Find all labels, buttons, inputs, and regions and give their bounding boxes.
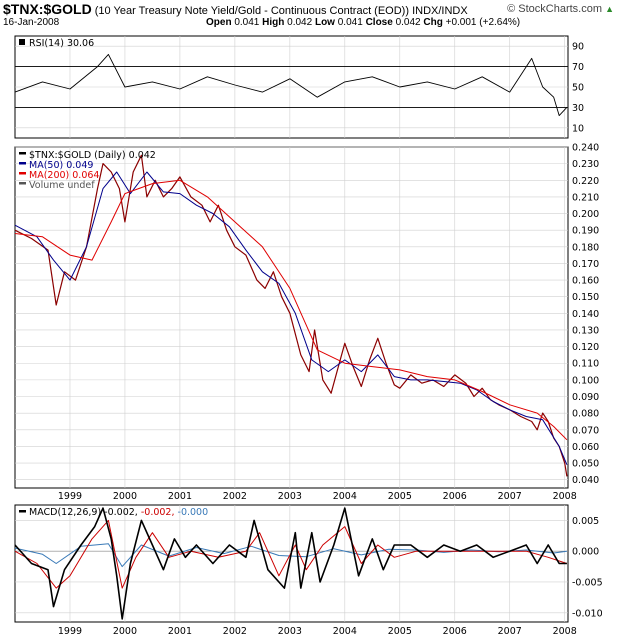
- macd-legend-part: -0.002,: [141, 507, 178, 518]
- rsi-y-tick-label: 90: [572, 42, 584, 53]
- macd-y-tick-label: -0.005: [572, 577, 603, 588]
- macd-x-tick-label: 2001: [168, 626, 192, 637]
- price-y-tick-label: 0.170: [572, 259, 599, 270]
- price-x-tick-label: 2007: [498, 491, 522, 502]
- price-y-tick-label: 0.140: [572, 309, 599, 320]
- macd-y-tick-label: 0.005: [572, 516, 599, 527]
- macd-legend-part: -0.000: [178, 507, 209, 518]
- macd-signal-line: [14, 519, 568, 589]
- rsi-y-tick-label: 70: [572, 62, 584, 73]
- macd-legend-part: MACD(12,26,9): [29, 507, 104, 518]
- open-label: Open: [206, 17, 232, 28]
- price-y-tick-label: 0.240: [572, 143, 599, 154]
- chart-title: $TNX:$GOLD (10 Year Treasury Note Yield/…: [3, 1, 468, 17]
- ma50-line: [14, 171, 568, 465]
- macd-legend: MACD(12,26,9) -0.002, -0.002, -0.000: [29, 507, 208, 518]
- price-legend-swatch: [19, 172, 26, 175]
- low-value: 0.041: [337, 17, 363, 28]
- price-y-tick-label: 0.180: [572, 242, 599, 253]
- price-y-tick-label: 0.110: [572, 359, 599, 370]
- price-x-tick-label: 1999: [58, 491, 82, 502]
- price-y-tick-label: 0.160: [572, 276, 599, 287]
- price-y-tick-label: 0.120: [572, 342, 599, 353]
- rsi-y-tick-label: 50: [572, 83, 584, 94]
- price-y-tick-label: 0.130: [572, 325, 599, 336]
- price-legend-entry: MA(50) 0.049: [29, 160, 93, 171]
- price-legend-entry: $TNX:$GOLD (Daily) 0.042: [29, 150, 156, 161]
- macd-panel-frame: [14, 504, 569, 623]
- rsi-line: [14, 53, 568, 117]
- price-x-tick-label: 2006: [443, 491, 467, 502]
- price-y-tick-label: 0.060: [572, 442, 599, 453]
- macd-x-tick-label: 2007: [498, 626, 522, 637]
- price-y-tick-label: 0.200: [572, 209, 599, 220]
- ma200-line: [14, 179, 568, 441]
- price-y-tick-label: 0.070: [572, 425, 599, 436]
- macd-x-tick-label: 2005: [388, 626, 412, 637]
- price-legend-swatch: [19, 182, 26, 185]
- price-x-tick-label: 2001: [168, 491, 192, 502]
- price-x-tick-label: 2005: [388, 491, 412, 502]
- rsi-legend: RSI(14) 30.06: [29, 38, 94, 49]
- price-legend-swatch: [19, 162, 26, 165]
- price-y-tick-label: 0.150: [572, 292, 599, 303]
- rsi-y-tick-label: 10: [572, 123, 584, 134]
- open-value: 0.041: [234, 17, 260, 28]
- chg-label: Chg: [423, 17, 443, 28]
- price-y-tick-label: 0.080: [572, 409, 599, 420]
- low-label: Low: [314, 17, 335, 28]
- stockcharts-credit[interactable]: © StockCharts.com ▲: [507, 3, 614, 15]
- quote-summary: Open 0.041 High 0.042 Low 0.041 Close 0.…: [206, 17, 520, 28]
- credit-text: © StockCharts.com: [507, 3, 603, 15]
- chg-value: +0.001 (+2.64%): [445, 17, 521, 28]
- close-label: Close: [365, 17, 393, 28]
- macd-y-tick-label: -0.010: [572, 608, 603, 619]
- price-x-tick-label: 2003: [278, 491, 302, 502]
- price-legend-entry: MA(200) 0.064: [29, 170, 99, 181]
- macd-x-tick-label: 2002: [223, 626, 247, 637]
- rsi-legend-swatch: [19, 39, 25, 45]
- price-y-tick-label: 0.050: [572, 459, 599, 470]
- price-x-tick-label: 2002: [223, 491, 247, 502]
- price-y-tick-label: 0.090: [572, 392, 599, 403]
- macd-legend-part: -0.002,: [104, 507, 141, 518]
- price-y-tick-label: 0.040: [572, 475, 599, 486]
- price-legend-swatch: [19, 152, 26, 155]
- close-value: 0.042: [395, 17, 421, 28]
- price-x-tick-label: 2008: [553, 491, 577, 502]
- price-y-tick-label: 0.100: [572, 375, 599, 386]
- macd-x-tick-label: 1999: [58, 626, 82, 637]
- macd-x-tick-label: 2004: [333, 626, 357, 637]
- macd-line: [14, 507, 567, 620]
- macd-x-tick-label: 2006: [443, 626, 467, 637]
- chart-exchange: INDX/INDX: [412, 5, 468, 17]
- high-value: 0.042: [287, 17, 313, 28]
- price-x-tick-label: 2004: [333, 491, 357, 502]
- price-y-tick-label: 0.230: [572, 159, 599, 170]
- macd-histogram-line: [14, 543, 567, 568]
- macd-legend-swatch: [19, 510, 26, 513]
- macd-x-tick-label: 2003: [278, 626, 302, 637]
- chart-description: (10 Year Treasury Note Yield/Gold - Cont…: [94, 5, 410, 17]
- price-y-tick-label: 0.210: [572, 192, 599, 203]
- price-y-tick-label: 0.220: [572, 176, 599, 187]
- high-label: High: [262, 17, 285, 28]
- price-legend-entry: Volume undef: [29, 180, 95, 191]
- chart-date: 16-Jan-2008: [3, 17, 60, 28]
- up-triangle-icon: ▲: [605, 4, 614, 14]
- price-y-tick-label: 0.190: [572, 226, 599, 237]
- macd-x-tick-label: 2008: [553, 626, 577, 637]
- macd-y-tick-label: 0.000: [572, 547, 599, 558]
- chart-symbol: $TNX:$GOLD: [3, 1, 92, 17]
- macd-x-tick-label: 2000: [113, 626, 137, 637]
- price-x-tick-label: 2000: [113, 491, 137, 502]
- rsi-y-tick-label: 30: [572, 103, 584, 114]
